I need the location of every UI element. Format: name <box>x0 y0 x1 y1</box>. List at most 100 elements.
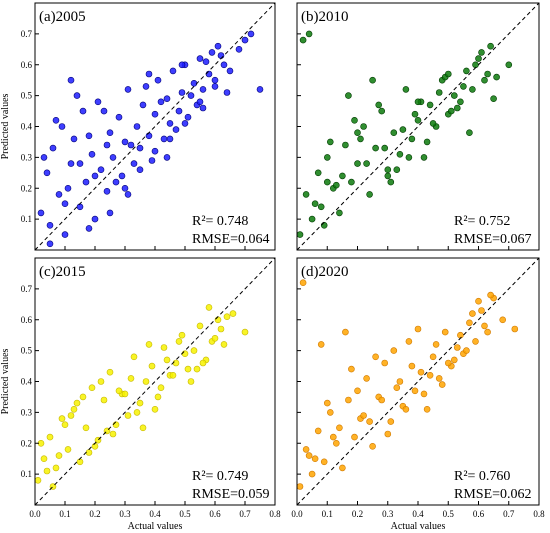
one-to-one-line <box>34 2 276 251</box>
scatter-point <box>175 107 183 115</box>
scatter-point <box>148 362 156 370</box>
scatter-point <box>160 344 168 351</box>
scatter-point <box>311 200 319 207</box>
scatter-point <box>484 70 491 78</box>
scatter-point <box>223 89 231 96</box>
scatter-point <box>447 107 455 115</box>
panel-label: (b)2010 <box>301 9 349 25</box>
scatter-point <box>157 98 165 106</box>
scatter-point <box>487 291 494 299</box>
scatter-point <box>472 338 479 345</box>
chart-panel-2: (b)2010 R²= 0.752 RMSE=0.067 <box>296 2 540 251</box>
chart-panel-1: 0.1 0.2 0.3 0.4 0.5 0.6 0.7 Predicted values (a)… <box>0 2 276 251</box>
x-tick-label: 0.5 <box>179 509 191 519</box>
r-squared-text: R²= 0.752 <box>454 214 510 229</box>
scatter-point <box>297 483 304 490</box>
scatter-point <box>463 347 470 354</box>
scatter-point <box>478 307 485 314</box>
scatter-point <box>214 42 222 50</box>
scatter-point <box>199 86 207 93</box>
scatter-point <box>124 412 132 419</box>
scatter-point <box>157 384 165 392</box>
scatter-point <box>142 378 150 385</box>
scatter-point <box>118 172 126 180</box>
scatter-point <box>372 353 379 361</box>
x-tick-label: 0.4 <box>149 509 161 519</box>
scatter-point <box>342 328 349 336</box>
scatter-point <box>106 368 114 376</box>
scatter-point <box>214 316 222 324</box>
scatter-point <box>420 390 428 398</box>
scatter-point <box>139 424 147 432</box>
scatter-point <box>345 92 352 99</box>
scatter-point <box>314 427 322 435</box>
scatter-point <box>130 160 138 167</box>
scatter-point <box>435 375 443 382</box>
scatter-point <box>469 86 476 93</box>
scatter-point <box>414 98 422 106</box>
scatter-point <box>211 83 219 90</box>
scatter-point <box>76 203 84 211</box>
scatter-points <box>297 279 519 490</box>
scatter-point <box>46 433 54 441</box>
scatter-point <box>199 359 207 367</box>
scatter-point <box>205 70 213 78</box>
scatter-point <box>453 344 461 351</box>
scatter-point <box>220 341 228 348</box>
scatter-point <box>357 135 364 143</box>
scatter-point <box>354 160 361 167</box>
scatter-point <box>178 89 186 96</box>
scatter-point <box>302 191 310 198</box>
scatter-point <box>429 120 437 127</box>
scatter-point <box>97 378 105 385</box>
scatter-point <box>396 151 404 158</box>
x-axis-label: Actual values <box>391 521 446 532</box>
scatter-point <box>351 433 358 441</box>
scatter-point <box>390 347 398 354</box>
y-tick-label: 0.2 <box>21 438 32 448</box>
scatter-point <box>457 98 464 106</box>
scatter-point <box>414 325 422 333</box>
scatter-point <box>378 107 386 115</box>
scatter-point <box>181 350 189 358</box>
scatter-point <box>85 449 93 456</box>
scatter-point <box>463 67 470 75</box>
scatter-point <box>217 325 225 333</box>
scatter-point <box>43 467 51 475</box>
y-tick-label: 0.1 <box>21 469 32 479</box>
scatter-point <box>166 135 174 143</box>
scatter-point <box>109 430 117 438</box>
scatter-point <box>103 188 111 195</box>
scatter-point <box>154 393 162 401</box>
y-tick-label: 0.2 <box>21 183 32 193</box>
scatter-point <box>393 166 401 173</box>
scatter-point <box>115 387 123 395</box>
scatter-point <box>381 144 389 152</box>
scatter-point <box>166 120 174 127</box>
scatter-point <box>360 412 367 419</box>
scatter-point <box>163 95 171 102</box>
x-tick-label: 0.8 <box>269 509 281 519</box>
scatter-point <box>61 231 69 238</box>
scatter-point <box>405 338 413 345</box>
scatter-point <box>94 98 102 106</box>
scatter-point <box>55 191 63 198</box>
scatter-point <box>151 110 159 118</box>
scatter-point <box>127 375 135 382</box>
scatter-point <box>139 101 147 109</box>
scatter-point <box>393 384 401 392</box>
scatter-point <box>106 209 114 217</box>
scatter-point <box>384 166 392 173</box>
scatter-point <box>469 310 476 317</box>
scatter-point <box>444 359 452 367</box>
scatter-point <box>40 154 48 161</box>
scatter-point <box>363 375 370 382</box>
scatter-point <box>457 331 464 339</box>
scatter-point <box>190 80 198 87</box>
scatter-point <box>148 157 156 164</box>
x-tick-label: 0.5 <box>443 509 455 519</box>
scatter-point <box>52 464 60 472</box>
panel-label: (d)2020 <box>301 264 349 280</box>
scatter-point <box>46 222 54 229</box>
scatter-point <box>79 393 87 401</box>
